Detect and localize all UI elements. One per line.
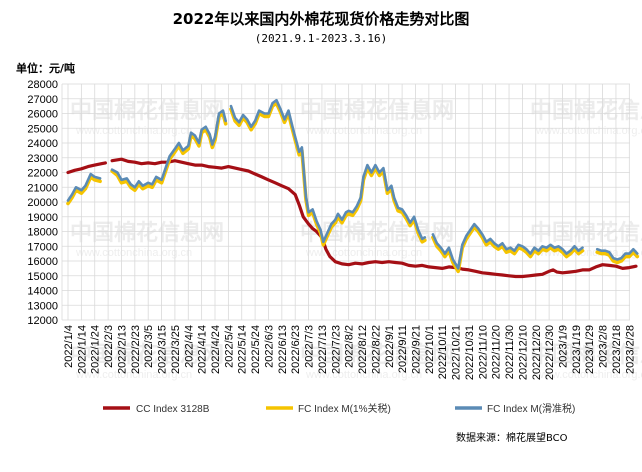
x-tick-label: 2022/6/13 [277,325,289,374]
y-tick-label: 20000 [27,197,58,209]
x-tick-label: 2022/12/20 [531,325,543,380]
watermark-brand: 中国棉花信息网 [70,220,224,246]
x-tick-label: 2022/10/21 [451,325,463,380]
legend-label-cc-index: CC Index 3128B [136,404,210,415]
x-tick-label: 2022/3/15 [157,325,169,374]
unit-label: 单位：元/吨 [16,61,75,75]
y-tick-label: 18000 [27,227,58,239]
y-tick-label: 28000 [27,79,58,91]
watermark-url: www.cottonchina.org.cn [305,125,422,137]
x-tick-label: 2022/12/10 [517,325,529,380]
x-tick-label: 2022/6/23 [290,325,302,374]
watermark-brand: 中国棉花信息网 [300,342,454,368]
x-tick-label: 2022/1/4 [63,325,75,368]
x-tick-label: 2022/7/23 [330,325,342,374]
x-tick-label: 2022/6/3 [263,325,275,368]
y-tick-label: 16000 [27,256,58,268]
x-tick-label: 2022/3/5 [143,325,155,368]
x-tick-label: 2022/11/20 [491,325,503,379]
x-tick-label: 2022/8/12 [357,325,369,374]
x-tick-label: 2023/2/8 [598,325,610,368]
watermark-url: www.cottonchina.org.cn [535,369,642,381]
x-tick-label: 2023/1/19 [571,325,583,374]
series-line-0 [66,157,638,279]
plot-area [66,98,640,279]
x-tick-label: 2023/2/28 [624,325,636,374]
x-tick-label: 2023/1/29 [584,325,596,374]
x-tick-label: 2022/9/21 [410,325,422,374]
y-tick-label: 12000 [27,315,58,327]
x-tick-label: 2023/2/18 [611,325,623,374]
watermark-brand: 中国棉花信息网 [530,220,642,246]
x-tick-label: 2022/1/14 [76,325,88,374]
x-tick-label: 2022/4/4 [183,325,195,368]
x-tick-label: 2022/4/24 [210,325,222,374]
watermark-url: www.cottonchina.org.cn [75,247,192,259]
x-tick-label: 2022/10/31 [464,325,476,380]
watermark-url: www.cottonchina.org.cn [535,125,642,137]
x-tick-label: 2022/9/1 [384,325,396,368]
y-tick-label: 13000 [27,300,58,312]
x-tick-label: 2022/1/24 [90,325,102,374]
y-axis-ticks: 12000 13000 14000 15000 16000 17000 18000 19000… [27,79,58,327]
y-tick-label: 17000 [27,241,58,253]
y-tick-label: 14000 [27,286,58,298]
chart-title: 2022年以来国内外棉花现货价格走势对比图 [173,10,470,28]
legend: CC Index 3128B FC Index M(1%关税) FC Index… [103,402,575,415]
series-line-2 [66,98,639,270]
y-tick-label: 22000 [27,168,58,180]
legend-label-fc-index-1pct: FC Index M(1%关税) [298,402,391,415]
x-tick-label: 2022/2/13 [116,325,128,374]
y-tick-label: 25000 [27,123,58,135]
x-tick-label: 2022/4/14 [197,325,209,374]
y-tick-label: 23000 [27,153,58,165]
x-tick-label: 2022/3/25 [170,325,182,374]
watermark-url: www.cottonchina.org.cn [305,247,422,259]
x-tick-label: 2022/7/13 [317,325,329,374]
x-tick-label: 2022/8/2 [344,325,356,368]
y-tick-label: 24000 [27,138,58,150]
data-source: 数据来源：棉花展望BCO [456,431,568,444]
y-tick-label: 21000 [27,182,58,194]
x-tick-label: 2022/5/24 [250,325,262,374]
watermark-brand: 中国棉花信息网 [70,342,224,368]
watermark-layer: 中国棉花信息网www.cottonchina.org.cn中国棉花信息网www.… [70,98,642,381]
chart-subtitle: (2021.9.1-2023.3.16) [255,32,387,45]
y-tick-label: 26000 [27,109,58,121]
legend-label-fc-index-sliding: FC Index M(滑准税) [487,402,575,415]
x-tick-label: 2022/5/14 [237,325,249,374]
watermark-brand: 中国棉花信息网 [300,98,454,124]
y-tick-label: 19000 [27,212,58,224]
x-tick-label: 2022/11/30 [504,325,516,379]
series-lines [66,98,640,279]
watermark-url: www.cottonchina.org.cn [75,369,192,381]
y-tick-label: 27000 [27,94,58,106]
x-tick-label: 2022/7/3 [304,325,316,368]
grid-lines [61,83,630,321]
x-tick-label: 2022/2/23 [130,325,142,374]
watermark-brand: 中国棉花信息网 [530,98,642,124]
watermark-brand: 中国棉花信息网 [70,98,224,124]
y-tick-label: 15000 [27,271,58,283]
watermark-brand: 中国棉花信息网 [530,342,642,368]
x-axis-ticks: 2022/1/4 2022/1/14 2022/1/24 2022/2/3 2022/2… [63,325,636,380]
x-tick-label: 2023/1/9 [557,325,569,368]
x-tick-label: 2022/10/1 [424,325,436,374]
watermark-url: www.cottonchina.org.cn [305,369,422,381]
x-tick-label: 2022/12/30 [544,325,556,380]
x-tick-label: 2022/10/11 [437,325,449,379]
x-tick-label: 2022/9/11 [397,325,409,373]
x-tick-label: 2022/2/3 [103,325,115,368]
x-tick-label: 2022/11/10 [477,325,489,379]
x-tick-label: 2022/5/4 [223,325,235,368]
x-tick-label: 2022/8/22 [370,325,382,374]
